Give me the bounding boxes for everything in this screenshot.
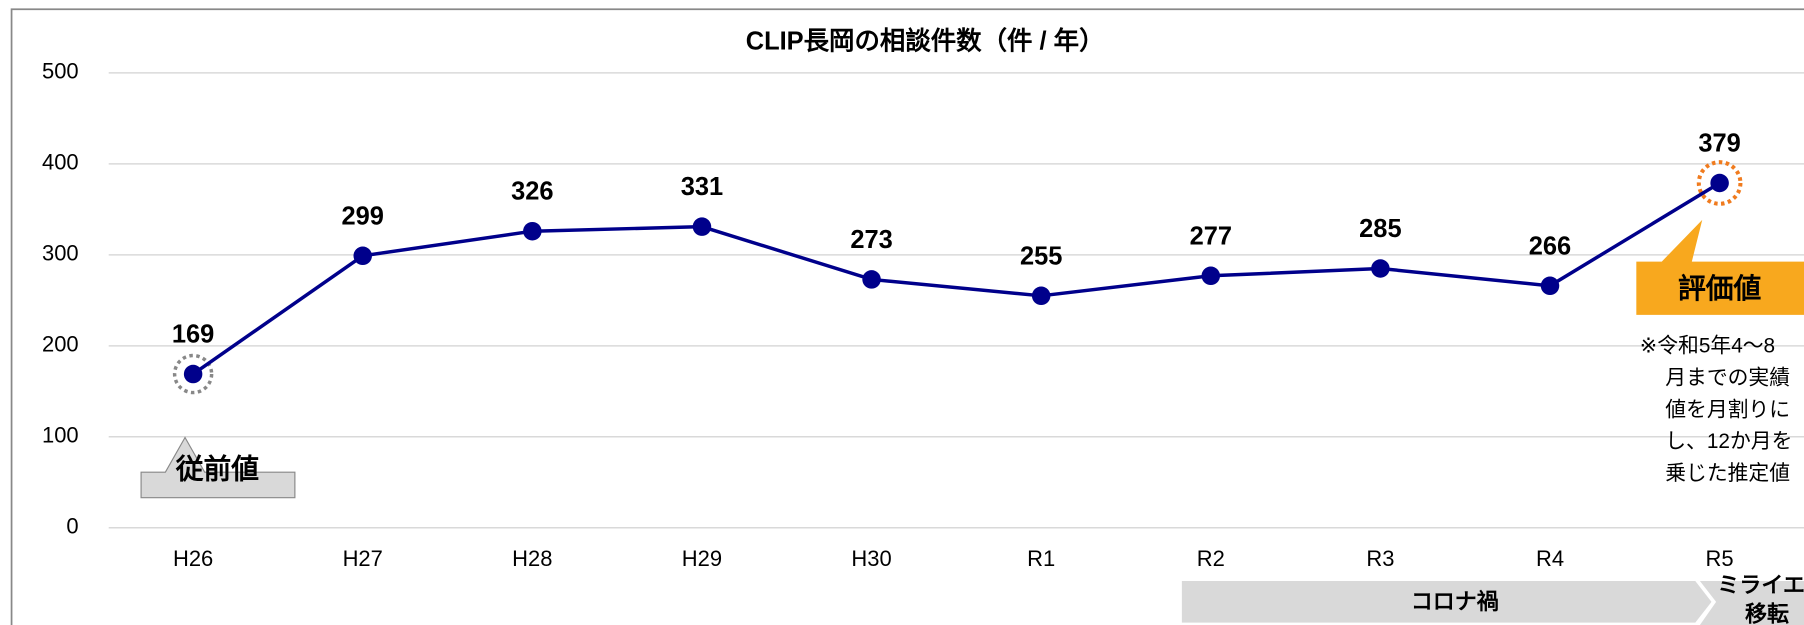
x-tick-label: R2 [1197, 546, 1225, 571]
note-line: 月までの実績 [1665, 367, 1790, 390]
y-tick-label: 400 [42, 150, 79, 175]
data-label: 379 [1698, 130, 1740, 158]
data-label: 331 [681, 173, 723, 201]
data-label: 273 [850, 226, 892, 254]
data-label: 277 [1190, 222, 1232, 250]
y-tick-label: 100 [42, 423, 79, 448]
point [1031, 286, 1051, 306]
y-tick-label: 300 [42, 241, 79, 266]
data-label: 266 [1529, 232, 1571, 260]
x-tick-label: R4 [1536, 546, 1564, 571]
point [353, 246, 372, 266]
x-tick-label: R5 [1706, 546, 1734, 571]
point [183, 364, 203, 384]
baseline-ring [172, 353, 214, 395]
baseline-callout [140, 436, 296, 499]
move-band [1699, 581, 1804, 625]
point [1540, 276, 1560, 296]
period-band [1181, 581, 1712, 623]
note-line: ※令和5年4～8 [1640, 335, 1775, 358]
x-tick-label: H26 [173, 546, 213, 571]
baseline-label: 従前値 [175, 453, 259, 484]
x-tick-label: H28 [512, 546, 552, 571]
point [862, 270, 881, 289]
grid [108, 72, 1804, 529]
y-tick-label: 0 [66, 514, 78, 539]
move-label: ミライエ [1717, 573, 1804, 598]
data-label: 255 [1020, 242, 1062, 270]
point [1371, 259, 1390, 278]
x-tick-label: R3 [1366, 546, 1394, 571]
line [192, 181, 1721, 376]
evaluation-label: 評価値 [1678, 273, 1761, 304]
data-label: 326 [511, 178, 553, 206]
data-label: 285 [1359, 215, 1401, 243]
note-line: 値を月割りに [1665, 398, 1790, 421]
x-tick-label: R1 [1027, 546, 1055, 571]
x-tick-label: H29 [682, 546, 722, 571]
note-line: 乗じた推定値 [1665, 462, 1790, 485]
evaluation-ring [1696, 160, 1743, 206]
point [523, 221, 542, 241]
frame [10, 8, 1804, 625]
note-line: し、12か月を [1665, 430, 1792, 453]
x-tick-label: H30 [851, 546, 891, 571]
y-tick-label: 500 [42, 59, 79, 84]
y-tick-label: 200 [42, 332, 79, 357]
evaluation-callout [1636, 219, 1804, 315]
point [1201, 266, 1221, 286]
data-label: 169 [172, 321, 214, 349]
x-tick-label: H27 [343, 546, 383, 571]
move-label: 移転 [1745, 602, 1789, 625]
point [1710, 173, 1729, 193]
chart-title: CLIP長岡の相談件数（件 / 年） [746, 27, 1105, 56]
data-label: 299 [342, 202, 384, 230]
point [692, 217, 712, 236]
period-label: コロナ禍 [1411, 589, 1499, 614]
